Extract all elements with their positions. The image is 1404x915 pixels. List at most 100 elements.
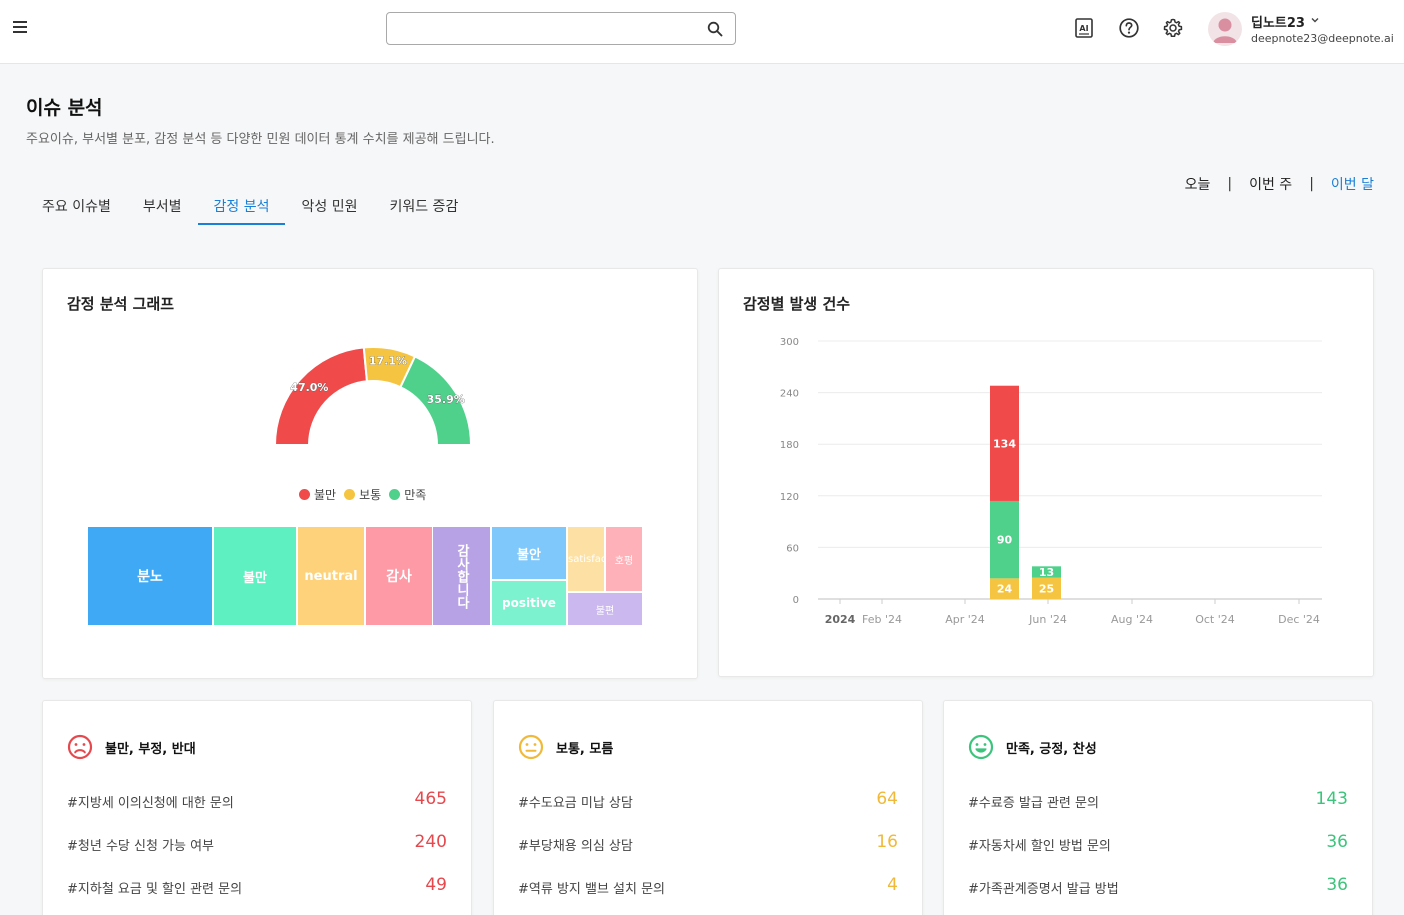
period-this-week[interactable]: 이번 주 (1249, 177, 1293, 193)
period-separator: | (1309, 176, 1314, 192)
treemap-cell[interactable]: 분노 (88, 527, 212, 625)
issue-row[interactable]: #수료증 발급 관련 문의 143 (968, 789, 1348, 811)
search-box (386, 12, 736, 45)
issue-row[interactable]: #지하철 요금 및 할인 관련 문의 49 (67, 875, 447, 897)
legend-dot (299, 489, 310, 500)
issue-row[interactable]: #역류 방지 밸브 설치 문의 4 (518, 875, 898, 897)
issue-count: 143 (1315, 789, 1348, 809)
issue-label: #수도요금 미납 상담 (518, 796, 633, 811)
sentiment-half-donut: 47.0% 17.1% 35.9% (273, 346, 473, 446)
issue-card-title: 만족, 긍정, 찬성 (1006, 742, 1097, 757)
period-today[interactable]: 오늘 (1184, 177, 1211, 193)
x-tick-label: Apr '24 (945, 613, 985, 626)
treemap-cell[interactable]: neutral (298, 527, 364, 625)
gear-icon[interactable] (1162, 17, 1184, 39)
y-tick-label: 300 (780, 337, 799, 348)
x-tick-label: Dec '24 (1278, 613, 1320, 626)
negative-issues-card: 불만, 부정, 반대 #지방세 이의신청에 대한 문의 465 #청년 수당 신청… (42, 700, 472, 915)
legend-item-neutral[interactable]: 보통 (344, 486, 381, 503)
x-tick-label: Feb '24 (862, 613, 902, 626)
tab-malicious[interactable]: 악성 민원 (301, 199, 358, 215)
x-tick-label: Jun '24 (1028, 613, 1067, 626)
issue-row[interactable]: #수도요금 미납 상담 64 (518, 789, 898, 811)
issue-count: 64 (876, 789, 898, 809)
bar-data-label: 24 (997, 583, 1013, 596)
tab-keyword-trend[interactable]: 키워드 증감 (389, 199, 459, 215)
bar-data-label: 25 (1039, 582, 1054, 595)
issue-label: #자동차세 할인 방법 문의 (968, 839, 1111, 854)
period-separator: | (1227, 176, 1233, 192)
bar-segment[interactable] (1032, 566, 1061, 578)
sentiment-count-card: 감정별 발생 건수 0 60 120 180 240 300 2024 Feb '24 Apr … (718, 268, 1374, 677)
issue-row[interactable]: #자동차세 할인 방법 문의 36 (968, 832, 1348, 854)
issue-row[interactable]: #청년 수당 신청 가능 여부 240 (67, 832, 447, 854)
svg-text:AI: AI (1079, 24, 1088, 33)
tab-main-issues[interactable]: 주요 이슈별 (42, 199, 111, 215)
legend-item-positive[interactable]: 만족 (389, 486, 426, 503)
analysis-tabs: 주요 이슈별 부서별 감정 분석 악성 민원 키워드 증감 (26, 196, 474, 226)
treemap-cell[interactable]: positive (492, 581, 566, 625)
tab-departments[interactable]: 부서별 (142, 199, 182, 215)
issue-count: 240 (414, 832, 447, 852)
search-icon[interactable] (707, 21, 723, 37)
treemap-cell[interactable]: 불만 (214, 527, 296, 625)
x-tick-label: 2024 (825, 613, 856, 626)
avatar (1208, 12, 1242, 46)
legend-dot (389, 489, 401, 500)
sentiment-count-title: 감정별 발생 건수 (743, 295, 851, 313)
issue-card-title: 불만, 부정, 반대 (105, 742, 196, 757)
neutral-face-icon (518, 734, 544, 760)
legend-item-negative[interactable]: 불만 (299, 486, 336, 503)
bar-segment[interactable] (1032, 577, 1061, 600)
top-header: AI 딥노트23 deepnote23@deepnote.ai (0, 0, 1404, 64)
legend-dot (344, 489, 356, 500)
ai-icon[interactable]: AI (1073, 17, 1095, 39)
treemap-cell[interactable]: 불편 (568, 593, 642, 625)
bar-segment[interactable] (990, 385, 1019, 501)
issue-label: #청년 수당 신청 가능 여부 (67, 839, 215, 854)
search-input[interactable] (387, 13, 687, 44)
donut-slice[interactable] (399, 355, 473, 446)
page-title: 이슈 분석 (26, 97, 103, 119)
treemap-cell[interactable]: 감사합니다 (433, 527, 490, 625)
issue-count: 16 (876, 832, 898, 852)
issue-row[interactable]: #부당채용 의심 상담 16 (518, 832, 898, 854)
issue-count: 465 (414, 789, 447, 809)
y-tick-label: 120 (780, 492, 799, 503)
user-menu[interactable]: 딥노트23 deepnote23@deepnote.ai (1208, 10, 1398, 54)
menu-icon[interactable] (12, 18, 34, 40)
issue-row[interactable]: #가족관계증명서 발급 방법 36 (968, 875, 1348, 897)
donut-slice-label: 35.9% (427, 393, 465, 406)
donut-legend: 불만 보통 만족 (299, 486, 434, 503)
treemap-cell[interactable]: 호평 (606, 527, 642, 591)
issue-label: #가족관계증명서 발급 방법 (968, 882, 1119, 897)
issue-label: #지방세 이의신청에 대한 문의 (67, 796, 234, 811)
bar-data-label: 13 (1039, 566, 1054, 579)
period-this-month[interactable]: 이번 달 (1330, 177, 1374, 193)
treemap-cell[interactable]: 불안 (492, 527, 566, 579)
legend-label: 만족 (404, 488, 427, 502)
emotion-treemap: 분노 불만 neutral 감사 감사합니다 불안 positive satis… (88, 527, 643, 626)
help-icon[interactable] (1118, 17, 1140, 39)
issue-row[interactable]: #지방세 이의신청에 대한 문의 465 (67, 789, 447, 811)
x-tick-label: Aug '24 (1111, 613, 1153, 626)
donut-slice-label: 47.0% (290, 381, 328, 394)
issue-label: #역류 방지 밸브 설치 문의 (518, 882, 666, 897)
tab-sentiment[interactable]: 감정 분석 (197, 196, 286, 226)
positive-issues-card: 만족, 긍정, 찬성 #수료증 발급 관련 문의 143 #자동차세 할인 방법 … (943, 700, 1373, 915)
donut-slice[interactable] (273, 346, 369, 446)
bar-segment[interactable] (990, 578, 1019, 599)
period-filter: 오늘 | 이번 주 | 이번 달 (1185, 174, 1374, 194)
donut-slice-label: 17.1% (369, 354, 407, 367)
chevron-down-icon (1311, 18, 1319, 23)
issue-count: 4 (887, 875, 898, 895)
legend-label: 보통 (359, 488, 382, 502)
treemap-cell[interactable]: 감사 (366, 527, 432, 625)
bar-data-label: 90 (997, 534, 1013, 547)
y-tick-label: 240 (780, 389, 799, 400)
user-name: 딥노트23 (1251, 16, 1305, 31)
bar-segment[interactable] (990, 500, 1019, 579)
treemap-cell[interactable]: satisfaction (568, 527, 604, 591)
legend-label: 불만 (314, 488, 337, 502)
issue-card-title: 보통, 모름 (556, 742, 614, 757)
